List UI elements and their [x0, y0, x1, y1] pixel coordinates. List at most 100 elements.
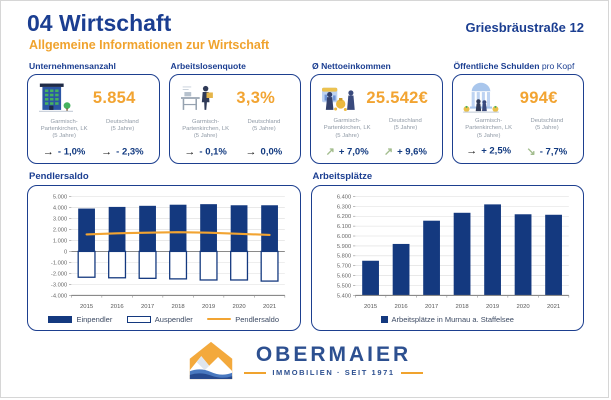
kpi-box: 994€ Garmisch-Partenkirchen, LK (5 Jahre)… [451, 74, 584, 165]
svg-text:-1.000: -1.000 [51, 260, 67, 266]
property-address: Griesbräustraße 12 [465, 20, 584, 35]
legend-item: Auspendler [126, 315, 193, 324]
svg-text:5.500: 5.500 [336, 284, 350, 290]
tagline-dash [244, 371, 267, 374]
kpi-value: 25.542€ [366, 88, 429, 107]
kpi-title: Öffentliche Schulden pro Kopf [453, 61, 575, 72]
auspendler-swatch-icon [126, 315, 151, 323]
kpi-value: 5.854 [92, 88, 136, 107]
region-change: → - 0,1% [184, 146, 227, 159]
tagline-dash [400, 371, 423, 374]
svg-text:3.000: 3.000 [53, 217, 67, 223]
kpi-card-nettoeinkommen: Ø Nettoeinkommen [310, 61, 443, 165]
bank-icon [460, 81, 502, 115]
obermaier-house-icon [188, 340, 234, 381]
svg-text:2015: 2015 [364, 304, 378, 310]
kpi-row: Unternehmensanzahl [27, 61, 584, 165]
svg-text:2017: 2017 [425, 304, 438, 310]
charts-row: Pendlersaldo 5.000 4.000 3.000 2.000 1.000 0 -… [27, 171, 584, 332]
svg-text:-4.000: -4.000 [51, 293, 67, 299]
arbeitsplaetze-swatch-icon [380, 315, 388, 323]
legend-item: Pendlersaldo [207, 315, 279, 324]
svg-text:5.900: 5.900 [336, 244, 350, 250]
arbeitsplaetze-legend: Arbeitsplätze in Murnau a. Staffelsee [318, 312, 578, 326]
svg-text:5.000: 5.000 [53, 195, 67, 201]
trend-arrow-icon: → [466, 145, 478, 158]
header: 04 Wirtschaft Allgemeine Informationen z… [27, 11, 584, 52]
svg-text:4.000: 4.000 [53, 206, 67, 212]
svg-text:2.000: 2.000 [53, 228, 67, 234]
svg-text:2019: 2019 [202, 304, 215, 310]
pendlersaldo-panel: Pendlersaldo 5.000 4.000 3.000 2.000 1.000 0 -… [27, 171, 301, 332]
svg-text:5.400: 5.400 [336, 293, 350, 299]
legend-item: Arbeitsplätze in Murnau a. Staffelsee [380, 315, 514, 324]
pendlersaldo-chart: 5.000 4.000 3.000 2.000 1.000 0 -1.000 -2.000 -3… [27, 185, 301, 332]
kpi-card-unternehmensanzahl: Unternehmensanzahl [27, 61, 160, 165]
svg-text:5.600: 5.600 [336, 274, 350, 280]
svg-text:2017: 2017 [141, 304, 154, 310]
header-left: 04 Wirtschaft Allgemeine Informationen z… [27, 11, 269, 52]
region-change: ↗ + 7,0% [325, 146, 369, 159]
chart-title: Pendlersaldo [29, 171, 89, 183]
trend-arrow-icon: ↗ [383, 146, 394, 159]
page-title: 04 Wirtschaft [27, 10, 172, 36]
region-label: Garmisch-Partenkirchen, LK (5 Jahre) [40, 118, 88, 140]
svg-text:6.000: 6.000 [336, 234, 350, 240]
svg-text:2018: 2018 [455, 304, 469, 310]
pendlersaldo-chart-svg: 5.000 4.000 3.000 2.000 1.000 0 -1.000 -2.000 -3… [51, 195, 286, 310]
trend-arrow-icon: → [184, 146, 196, 159]
trend-arrow-icon: ↗ [325, 146, 335, 159]
country-label: Deutschland (5 Jahre) [106, 118, 139, 132]
arbeitsplaetze-chart-svg: 6.400 6.300 6.200 6.100 6.000 5.900 5.800 5.700… [336, 195, 569, 310]
kpi-title: Unternehmensanzahl [29, 61, 116, 72]
brand-name: OBERMAIER [255, 343, 412, 367]
svg-text:-3.000: -3.000 [51, 282, 67, 288]
country-change: ↘ - 7,7% [526, 146, 568, 159]
income-icon [318, 81, 360, 115]
svg-text:2018: 2018 [172, 304, 186, 310]
country-label: Deutschland (5 Jahre) [389, 118, 422, 132]
pendlersaldo-legend: Einpendler Auspendler Pendlersaldo [34, 312, 294, 326]
person-leaving-desk-icon [177, 81, 219, 115]
kpi-card-arbeitslosenquote: Arbeitslosenquote [168, 61, 301, 165]
svg-text:5.700: 5.700 [336, 264, 350, 270]
page-subtitle: Allgemeine Informationen zur Wirtschaft [29, 38, 270, 53]
region-label: Garmisch-Partenkirchen, LK (5 Jahre) [182, 118, 230, 140]
kpi-card-oeffentliche-schulden: Öffentliche Schulden pro Kopf [451, 61, 584, 165]
kpi-title: Ø Nettoeinkommen [312, 61, 391, 72]
svg-text:2021: 2021 [263, 304, 276, 310]
pendlersaldo-line-swatch-icon [207, 317, 232, 321]
brand-block: OBERMAIER IMMOBILIEN · SEIT 1971 [244, 343, 423, 377]
kpi-value: 994€ [519, 88, 558, 107]
kpi-value: 3,3% [236, 88, 276, 107]
svg-text:2015: 2015 [80, 304, 94, 310]
brand-tagline: IMMOBILIEN · SEIT 1971 [244, 368, 423, 377]
svg-text:6.200: 6.200 [336, 214, 350, 220]
region-label: Garmisch-Partenkirchen, LK (5 Jahre) [465, 118, 513, 139]
svg-text:2016: 2016 [111, 304, 125, 310]
region-change: → + 2,5% [466, 145, 512, 158]
trend-arrow-icon: → [42, 146, 54, 159]
svg-text:0: 0 [64, 249, 67, 255]
chart-title: Arbeitsplätze [312, 171, 373, 183]
svg-text:2020: 2020 [233, 304, 247, 310]
svg-text:1.000: 1.000 [53, 239, 67, 245]
country-change: → - 2,3% [101, 146, 144, 159]
kpi-box: 5.854 Garmisch-Partenkirchen, LK (5 Jahre… [27, 74, 160, 165]
svg-text:2019: 2019 [486, 304, 499, 310]
trend-arrow-icon: → [101, 146, 113, 159]
svg-text:2020: 2020 [516, 304, 530, 310]
region-change: → - 1,0% [42, 146, 86, 159]
region-label: Garmisch-Partenkirchen, LK (5 Jahre) [323, 118, 371, 139]
einpendler-swatch-icon [48, 315, 73, 323]
kpi-box: 25.542€ Garmisch-Partenkirchen, LK (5 Jah… [310, 74, 443, 165]
country-label: Deutschland (5 Jahre) [530, 118, 564, 132]
arbeitsplaetze-panel: Arbeitsplätze 6.400 6.300 6.200 6.100 6.000 5… [310, 171, 584, 332]
svg-text:2016: 2016 [394, 304, 408, 310]
country-change: → 0,0% [245, 146, 283, 159]
kpi-title: Arbeitslosenquote [170, 61, 246, 72]
trend-arrow-icon: ↘ [526, 146, 536, 159]
svg-text:-2.000: -2.000 [51, 271, 67, 277]
svg-text:2021: 2021 [547, 304, 560, 310]
